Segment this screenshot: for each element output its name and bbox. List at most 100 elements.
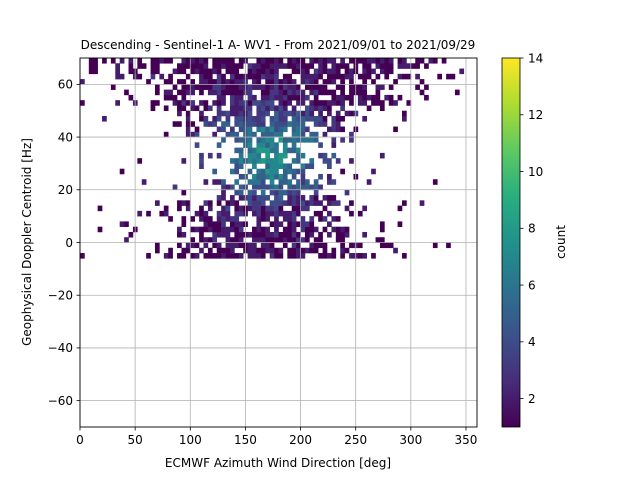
- heatmap-cell: [349, 73, 354, 80]
- heatmap-cell: [234, 216, 240, 222]
- heatmap-cell: [287, 84, 293, 90]
- heatmap-cell: [115, 73, 120, 80]
- heatmap-cell: [309, 79, 315, 85]
- heatmap-cell: [335, 115, 341, 122]
- heatmap-cell: [287, 58, 293, 64]
- heatmap-cell: [265, 163, 270, 169]
- heatmap-cell: [296, 221, 301, 227]
- heatmap-cell: [172, 84, 178, 90]
- heatmap-cell: [274, 110, 279, 117]
- heatmap-cell: [291, 137, 297, 143]
- heatmap-cell: [256, 226, 262, 233]
- heatmap-cell: [331, 253, 337, 259]
- heatmap-cell: [150, 58, 156, 64]
- heatmap-cell: [168, 73, 173, 80]
- heatmap-cell: [234, 131, 240, 138]
- heatmap-cell: [278, 210, 284, 217]
- heatmap-cell: [216, 231, 222, 238]
- heatmap-cell: [419, 89, 425, 96]
- heatmap-cell: [274, 247, 279, 254]
- heatmap-cell: [296, 126, 301, 133]
- heatmap-cell: [252, 94, 257, 101]
- heatmap-cell: [291, 195, 297, 201]
- heatmap-cell: [181, 58, 187, 64]
- heatmap-cell: [119, 58, 125, 64]
- heatmap-cell: [274, 147, 279, 154]
- heatmap-cell: [309, 100, 315, 106]
- heatmap-cell: [269, 137, 275, 143]
- heatmap-cell: [300, 173, 306, 180]
- heatmap-cell: [269, 131, 275, 138]
- heatmap-cell: [322, 89, 328, 96]
- heatmap-cell: [362, 79, 368, 85]
- heatmap-cell: [278, 179, 284, 185]
- heatmap-cell: [269, 142, 275, 148]
- heatmap-cell: [256, 200, 262, 206]
- heatmap-cell: [163, 105, 169, 112]
- heatmap-cell: [318, 100, 323, 106]
- heatmap-cell: [424, 94, 429, 101]
- heatmap-cell: [313, 94, 319, 101]
- heatmap-cell: [274, 152, 279, 159]
- heatmap-cell: [304, 110, 310, 117]
- heatmap-cell: [274, 73, 279, 80]
- heatmap-cell: [252, 195, 257, 201]
- heatmap-cell: [199, 73, 204, 80]
- heatmap-cell: [177, 100, 182, 106]
- heatmap-cell: [229, 200, 235, 206]
- heatmap-cell: [322, 100, 328, 106]
- heatmap-cell: [163, 58, 169, 64]
- heatmap-cell: [335, 237, 341, 243]
- heatmap-cell: [260, 242, 266, 249]
- heatmap-cell: [362, 84, 368, 90]
- heatmap-cell: [304, 105, 310, 112]
- heatmap-cell: [327, 253, 332, 259]
- heatmap-cell: [309, 58, 315, 64]
- heatmap-cell: [269, 115, 275, 122]
- heatmap-cell: [256, 68, 262, 75]
- heatmap-cell: [229, 216, 235, 222]
- heatmap-cell: [260, 189, 266, 196]
- heatmap-cell: [327, 100, 332, 106]
- heatmap-cell: [252, 79, 257, 85]
- heatmap-cell: [384, 94, 390, 101]
- heatmap-cell: [238, 73, 244, 80]
- heatmap-cell: [388, 94, 394, 101]
- heatmap-cell: [190, 253, 195, 259]
- heatmap-cell: [282, 152, 288, 159]
- heatmap-cell: [80, 253, 85, 259]
- heatmap-cell: [291, 79, 297, 85]
- heatmap-cell: [172, 68, 178, 75]
- heatmap-cell: [282, 105, 288, 112]
- heatmap-cell: [234, 231, 240, 238]
- heatmap-cell: [296, 247, 301, 254]
- heatmap-cell: [154, 63, 160, 69]
- heatmap-cell: [225, 79, 231, 85]
- heatmap-cell: [163, 79, 169, 85]
- heatmap-cell: [234, 221, 240, 227]
- heatmap-cell: [256, 184, 262, 191]
- heatmap-cell: [185, 242, 191, 249]
- heatmap-cell: [331, 73, 337, 80]
- heatmap-cell: [331, 79, 337, 85]
- heatmap-cell: [371, 94, 376, 101]
- heatmap-cell: [309, 137, 315, 143]
- heatmap-cell: [410, 63, 416, 69]
- heatmap-cell: [194, 126, 200, 133]
- heatmap-cell: [419, 58, 425, 64]
- heatmap-cell: [177, 253, 182, 259]
- heatmap-cell: [269, 105, 275, 112]
- heatmap-cell: [185, 63, 191, 69]
- heatmap-cell: [128, 63, 134, 69]
- heatmap-cell: [327, 173, 332, 180]
- heatmap-cell: [274, 210, 279, 217]
- heatmap-cell: [216, 247, 222, 254]
- heatmap-cell: [221, 73, 226, 80]
- heatmap-cell: [335, 63, 341, 69]
- heatmap-cell: [247, 142, 253, 148]
- heatmap-cell: [265, 142, 270, 148]
- heatmap-cell: [229, 94, 235, 101]
- heatmap-cell: [388, 68, 394, 75]
- heatmap-cell: [287, 94, 293, 101]
- heatmap-cell: [212, 242, 218, 249]
